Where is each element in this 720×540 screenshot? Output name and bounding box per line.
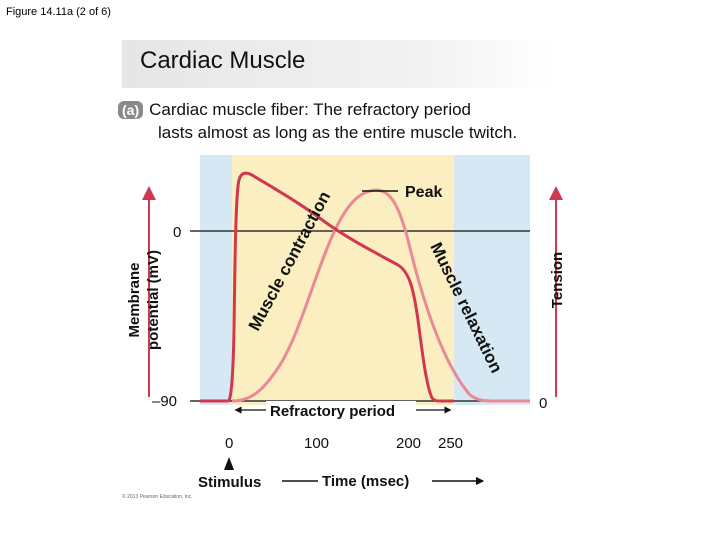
caption-line2: lasts almost as long as the entire muscl… — [158, 123, 518, 142]
y-tick-zero: 0 — [173, 224, 181, 241]
caption-bold: Cardiac muscle fiber: — [149, 100, 309, 119]
page-title: Cardiac Muscle — [140, 47, 306, 74]
stimulus-label: Stimulus — [198, 474, 261, 491]
caption-rest: The refractory period — [313, 100, 472, 119]
caption-badge: (a) — [118, 101, 144, 119]
membrane-potential-curve — [200, 171, 454, 403]
figure-caption: (a) Cardiac muscle fiber: The refractory … — [118, 98, 517, 144]
y-tick-minus90: –90 — [152, 393, 177, 410]
left-axis-label-line1: Membrane — [126, 262, 143, 337]
x-tick-250: 250 — [438, 435, 463, 452]
refractory-label-bg — [266, 401, 416, 419]
peak-label: Peak — [405, 184, 442, 201]
left-axis-label-line2: potential (mV) — [145, 250, 162, 350]
x-tick-200: 200 — [396, 435, 421, 452]
x-axis-label: Time (msec) — [322, 473, 409, 490]
title-banner — [122, 40, 552, 88]
right-axis-label: Tension — [549, 252, 566, 308]
stimulus-arrow-icon — [224, 457, 234, 470]
x-tick-100: 100 — [304, 435, 329, 452]
right-tick-zero: 0 — [539, 395, 547, 412]
figure-label: Figure 14.11a (2 of 6) — [6, 6, 111, 18]
x-tick-0: 0 — [225, 435, 233, 452]
refractory-label: Refractory period — [270, 403, 395, 420]
copyright-notice: © 2013 Pearson Education, Inc. — [122, 494, 193, 500]
